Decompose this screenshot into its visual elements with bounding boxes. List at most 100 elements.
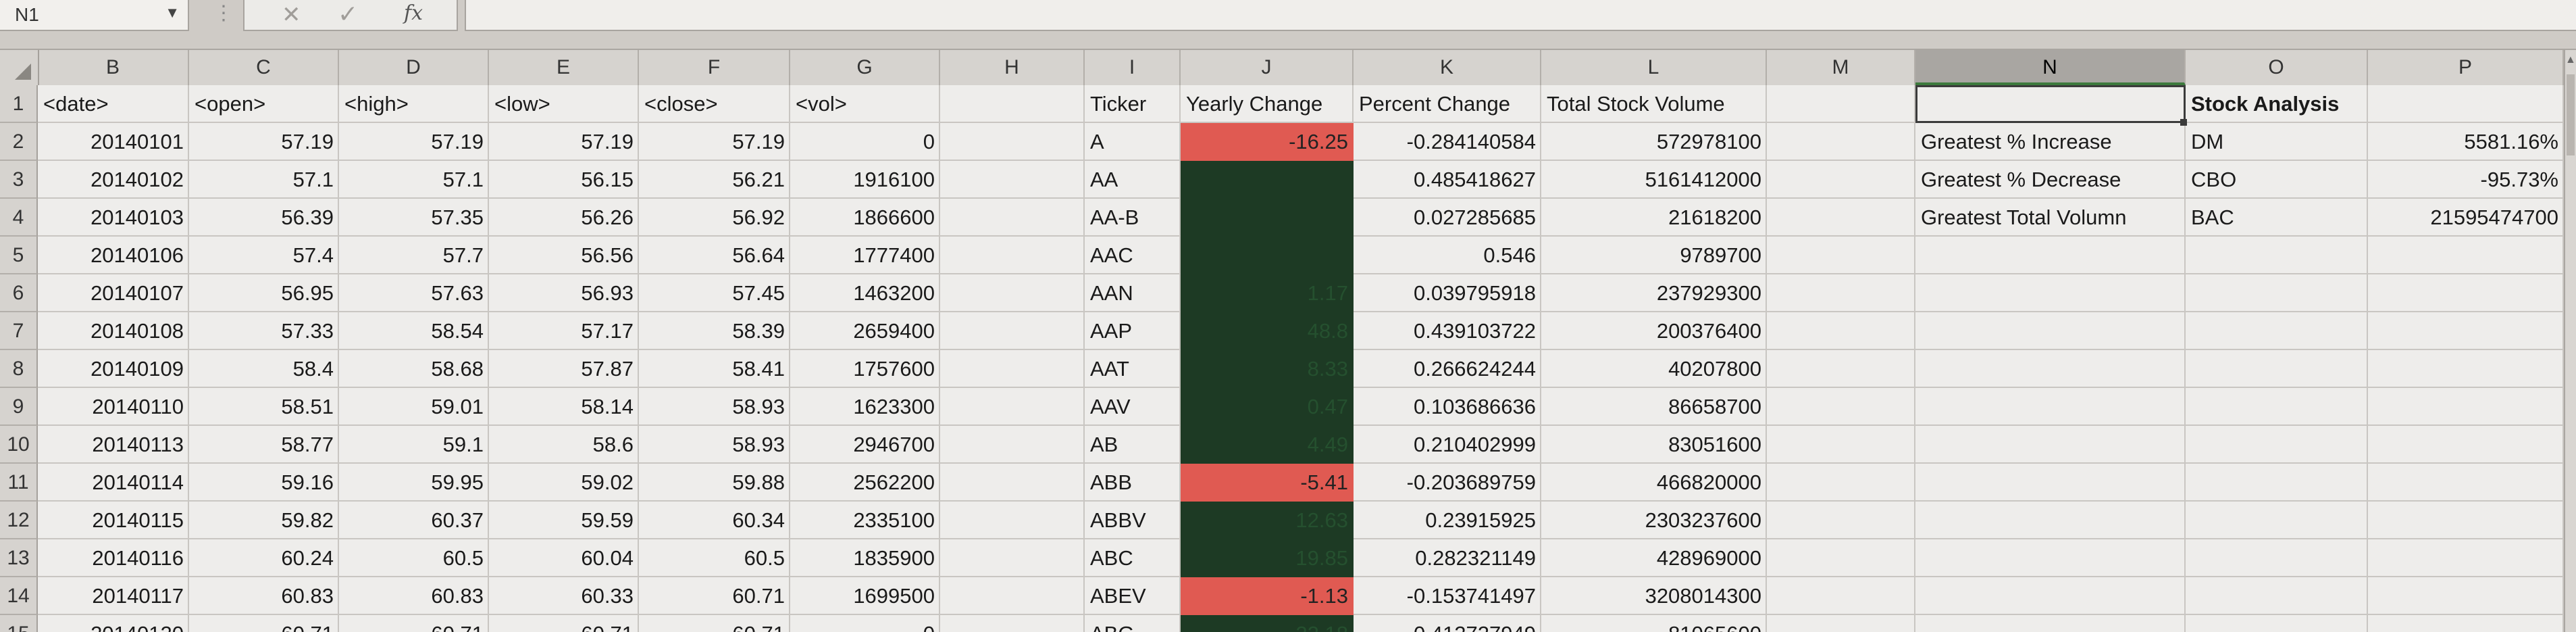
total-volume-cell[interactable]: 2303237600 xyxy=(1645,508,1761,532)
table-cell[interactable]: 0 xyxy=(790,615,940,632)
ticker-cell[interactable]: AAV xyxy=(1090,395,1131,418)
column-title[interactable]: Yearly Change xyxy=(1186,92,1323,116)
column-title[interactable]: <low> xyxy=(494,92,550,116)
column-header-p[interactable]: P xyxy=(2368,50,2564,85)
table-cell[interactable]: 56.15 xyxy=(581,168,634,191)
column-title[interactable]: Percent Change xyxy=(1359,92,1511,116)
percent-change-cell[interactable]: 0.210402999 xyxy=(1413,433,1536,456)
table-cell[interactable]: 60.37 xyxy=(431,508,484,532)
table-cell[interactable]: 56.92 xyxy=(732,205,785,229)
formula-input[interactable] xyxy=(465,0,2576,31)
table-cell[interactable]: 20140113 xyxy=(92,433,184,456)
table-cell[interactable]: 58.68 xyxy=(431,357,484,381)
analysis-label[interactable]: Greatest Total Volumn xyxy=(1921,205,2127,229)
table-cell[interactable]: 1757600 xyxy=(853,357,935,381)
total-volume-cell[interactable]: 83051600 xyxy=(1668,433,1761,456)
table-cell[interactable]: 2562200 xyxy=(853,470,935,494)
analysis-ticker[interactable]: CBO xyxy=(2191,168,2237,191)
table-cell[interactable]: 20140116 xyxy=(92,546,184,570)
percent-change-cell[interactable]: -0.203689759 xyxy=(1406,470,1536,494)
table-cell[interactable]: 20140114 xyxy=(92,470,184,494)
table-cell[interactable]: 57.19 xyxy=(281,130,334,153)
table-cell[interactable]: 0 xyxy=(923,130,935,153)
total-volume-cell[interactable]: 428969000 xyxy=(1656,546,1761,570)
table-cell[interactable]: 59.02 xyxy=(581,470,634,494)
analysis-ticker[interactable]: DM xyxy=(2191,130,2224,153)
ticker-cell[interactable]: AAT xyxy=(1090,357,1129,381)
table-cell[interactable]: 58.54 xyxy=(431,319,484,343)
percent-change-cell[interactable]: -0.284140584 xyxy=(1406,130,1536,153)
percent-change-cell[interactable]: 0.039795918 xyxy=(1413,281,1536,305)
vertical-scrollbar[interactable] xyxy=(2564,50,2576,632)
table-cell[interactable]: 60.5 xyxy=(442,546,484,570)
row-header-3[interactable]: 3 xyxy=(0,161,38,199)
total-volume-cell[interactable]: 9789700 xyxy=(1680,243,1761,267)
table-cell[interactable]: 59.95 xyxy=(431,470,484,494)
row-header-9[interactable]: 9 xyxy=(0,388,38,426)
table-cell[interactable]: 56.56 xyxy=(581,243,634,267)
column-title[interactable]: Ticker xyxy=(1090,92,1147,116)
column-title[interactable]: Total Stock Volume xyxy=(1547,92,1725,116)
column-header-n[interactable]: N xyxy=(1915,50,2186,85)
total-volume-cell[interactable]: 81065600 xyxy=(1541,615,1767,632)
total-volume-cell[interactable]: 237929300 xyxy=(1656,281,1761,305)
table-cell[interactable]: 60.83 xyxy=(431,584,484,608)
analysis-value[interactable]: 5581.16% xyxy=(2464,130,2558,153)
scroll-up-icon[interactable]: ▲ xyxy=(2565,54,2576,66)
yearly-change-cell[interactable]: 22.18 xyxy=(1181,615,1354,632)
yearly-change-cell[interactable]: 12.63 xyxy=(1181,502,1354,539)
column-header-g[interactable]: G xyxy=(790,50,940,85)
total-volume-cell[interactable]: 200376400 xyxy=(1656,319,1761,343)
column-header-j[interactable]: J xyxy=(1181,50,1354,85)
active-cell-n1[interactable] xyxy=(1915,85,2186,123)
row-header-6[interactable]: 6 xyxy=(0,274,38,312)
table-cell[interactable]: 57.7 xyxy=(442,243,484,267)
table-cell[interactable]: 20140108 xyxy=(91,319,184,343)
percent-change-cell[interactable]: -0.153741497 xyxy=(1406,584,1536,608)
column-title[interactable]: <open> xyxy=(195,92,266,116)
table-cell[interactable]: 59.82 xyxy=(281,508,334,532)
table-cell[interactable]: 57.45 xyxy=(732,281,785,305)
ticker-cell[interactable]: ABG xyxy=(1085,615,1181,632)
row-header-7[interactable]: 7 xyxy=(0,312,38,350)
yearly-change-cell[interactable]: 0.47 xyxy=(1181,388,1354,426)
table-cell[interactable]: 60.71 xyxy=(339,615,489,632)
table-cell[interactable]: 58.51 xyxy=(281,395,334,418)
total-volume-cell[interactable]: 21618200 xyxy=(1668,205,1761,229)
row-header-13[interactable]: 13 xyxy=(0,539,38,577)
row-header-14[interactable]: 14 xyxy=(0,577,38,615)
column-title[interactable]: <close> xyxy=(644,92,718,116)
table-cell[interactable]: 59.01 xyxy=(431,395,484,418)
total-volume-cell[interactable]: 5161412000 xyxy=(1645,168,1761,191)
ticker-cell[interactable]: AB xyxy=(1090,433,1118,456)
table-cell[interactable]: 58.77 xyxy=(281,433,334,456)
ticker-cell[interactable]: ABC xyxy=(1090,546,1133,570)
table-cell[interactable]: 20140103 xyxy=(91,205,184,229)
table-cell[interactable]: 57.1 xyxy=(442,168,484,191)
percent-change-cell[interactable]: 0.027285685 xyxy=(1413,205,1536,229)
table-cell[interactable]: 60.83 xyxy=(281,584,334,608)
table-cell[interactable]: 60.71 xyxy=(489,615,639,632)
table-cell[interactable]: 57.17 xyxy=(581,319,634,343)
table-cell[interactable]: 58.93 xyxy=(732,433,785,456)
stock-analysis-title[interactable]: Stock Analysis xyxy=(2191,92,2340,116)
table-cell[interactable]: 20140110 xyxy=(92,395,184,418)
yearly-change-cell[interactable]: 4.49 xyxy=(1181,426,1354,464)
cancel-icon[interactable]: ✕ xyxy=(282,2,301,28)
table-cell[interactable]: 1463200 xyxy=(853,281,935,305)
table-cell[interactable]: 2659400 xyxy=(853,319,935,343)
table-cell[interactable]: 57.1 xyxy=(292,168,334,191)
table-cell[interactable]: 1866600 xyxy=(853,205,935,229)
table-cell[interactable]: 58.14 xyxy=(581,395,634,418)
table-cell[interactable]: 60.04 xyxy=(581,546,634,570)
table-cell[interactable]: 2335100 xyxy=(853,508,935,532)
table-cell[interactable]: 56.95 xyxy=(281,281,334,305)
table-cell[interactable]: 60.33 xyxy=(581,584,634,608)
column-title[interactable]: <date> xyxy=(43,92,109,116)
column-header-h[interactable]: H xyxy=(940,50,1085,85)
table-cell[interactable]: 1835900 xyxy=(853,546,935,570)
table-cell[interactable]: 20140101 xyxy=(91,130,184,153)
ticker-cell[interactable]: ABEV xyxy=(1090,584,1146,608)
table-cell[interactable]: 59.1 xyxy=(442,433,484,456)
table-cell[interactable]: 57.35 xyxy=(431,205,484,229)
